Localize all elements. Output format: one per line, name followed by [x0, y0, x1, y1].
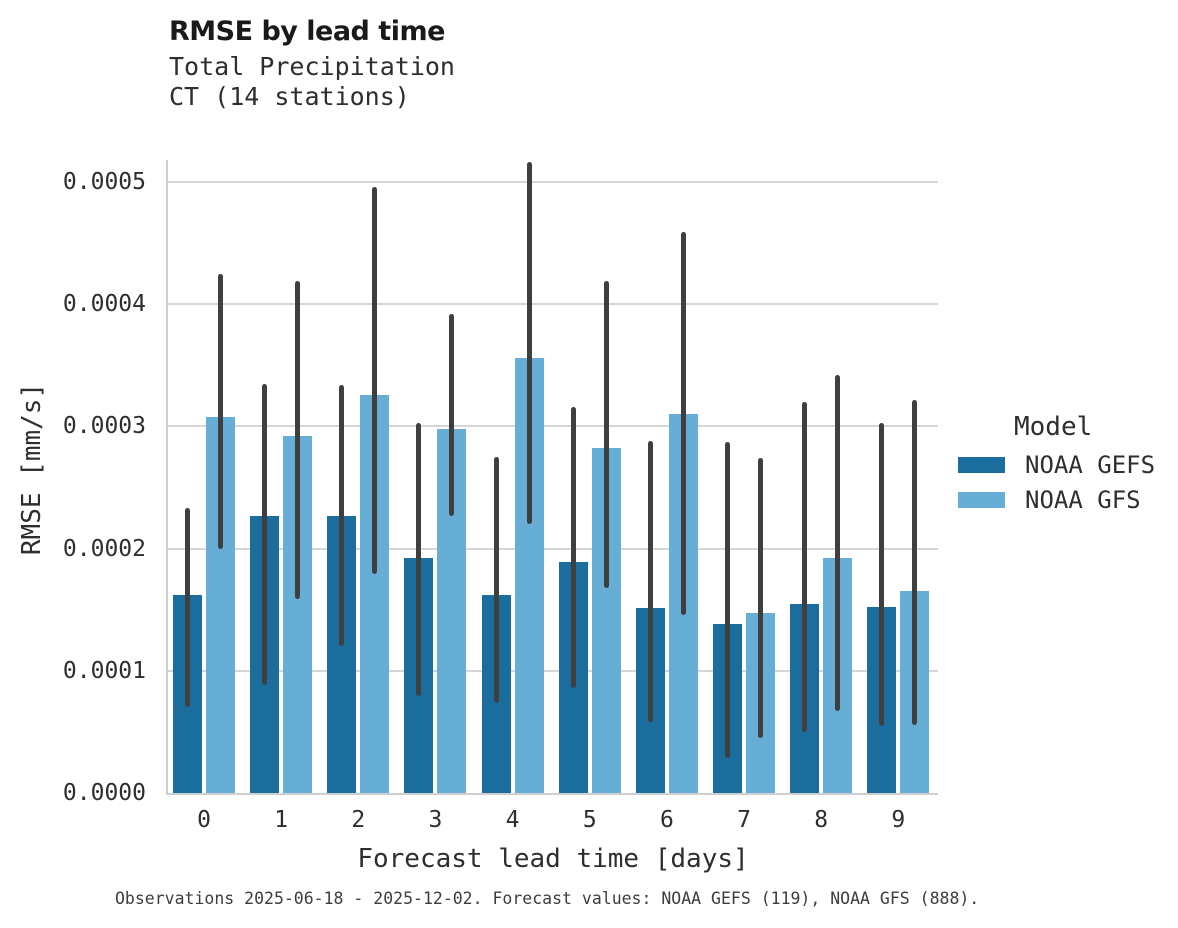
chart-subtitle-variable: Total Precipitation — [169, 52, 455, 81]
x-tick-label-6: 6 — [659, 807, 674, 833]
caption: Observations 2025-06-18 - 2025-12-02. Fo… — [115, 889, 980, 908]
x-tick-label-7: 7 — [737, 807, 751, 833]
legend: Model NOAA GEFS NOAA GFS — [958, 412, 1173, 521]
legend-swatch-noaa-gfs — [958, 492, 1005, 508]
x-axis-spine — [166, 793, 938, 795]
legend-label: NOAA GFS — [1025, 486, 1141, 514]
x-tick-label-9: 9 — [891, 807, 906, 833]
chart-title: RMSE by lead time — [169, 16, 445, 47]
x-tick-label-5: 5 — [582, 807, 597, 833]
legend-item-noaa-gefs: NOAA GEFS — [958, 451, 1173, 479]
errorbar-noaa-gfs-day-4 — [526, 162, 532, 525]
plot-area — [166, 160, 938, 795]
legend-label: NOAA GEFS — [1025, 451, 1156, 479]
errorbar-noaa-gfs-day-8 — [835, 375, 841, 712]
y-tick-label: 0.0002 — [62, 535, 146, 562]
errorbar-noaa-gefs-day-5 — [570, 406, 576, 688]
errorbar-noaa-gefs-day-2 — [339, 384, 345, 647]
x-tick-label-8: 8 — [814, 807, 829, 833]
y-tick-label: 0.0005 — [62, 168, 146, 195]
errorbar-noaa-gefs-day-4 — [493, 456, 499, 703]
y-tick-label: 0.0000 — [62, 780, 146, 806]
errorbar-noaa-gefs-day-7 — [725, 442, 731, 758]
gridline-0.0004 — [168, 303, 938, 306]
x-tick-label-3: 3 — [428, 807, 443, 833]
legend-items: NOAA GEFS NOAA GFS — [958, 451, 1173, 514]
errorbar-noaa-gefs-day-9 — [879, 422, 885, 726]
gridline-0.0002 — [168, 547, 938, 550]
errorbar-noaa-gefs-day-6 — [647, 441, 653, 723]
x-tick-label-2: 2 — [351, 807, 366, 833]
gridline-0.0003 — [168, 425, 938, 428]
gridline-0.0001 — [168, 669, 938, 672]
y-axis-spine — [166, 160, 168, 795]
legend-item-noaa-gfs: NOAA GFS — [958, 486, 1173, 514]
gridline-0.0005 — [168, 180, 938, 183]
y-tick-label: 0.0003 — [62, 413, 146, 440]
errorbar-noaa-gfs-day-1 — [295, 280, 301, 599]
legend-swatch-noaa-gefs — [958, 457, 1005, 473]
x-axis-title: Forecast lead time [days] — [357, 844, 749, 874]
errorbar-noaa-gfs-day-0 — [218, 273, 223, 549]
errorbar-noaa-gfs-day-7 — [758, 458, 764, 738]
x-tick-label-4: 4 — [505, 807, 520, 833]
chart-subtitle-region: CT (14 stations) — [169, 82, 410, 111]
errorbar-noaa-gfs-day-6 — [680, 232, 686, 615]
errorbar-noaa-gefs-day-3 — [416, 422, 422, 697]
errorbar-noaa-gfs-day-2 — [372, 186, 378, 575]
x-tick-label-0: 0 — [197, 807, 211, 833]
errorbar-noaa-gefs-day-0 — [185, 508, 190, 708]
errorbar-noaa-gfs-day-5 — [603, 280, 609, 588]
errorbar-noaa-gfs-day-3 — [449, 313, 455, 516]
y-axis-title: RMSE [mm/s] — [17, 382, 47, 556]
errorbar-noaa-gefs-day-1 — [262, 383, 268, 686]
legend-title: Model — [1014, 412, 1093, 442]
errorbar-noaa-gefs-day-8 — [802, 401, 808, 732]
y-tick-label: 0.0004 — [62, 291, 146, 318]
x-tick-label-1: 1 — [274, 807, 289, 833]
errorbar-noaa-gfs-day-9 — [912, 399, 918, 725]
y-tick-label: 0.0001 — [62, 657, 146, 684]
